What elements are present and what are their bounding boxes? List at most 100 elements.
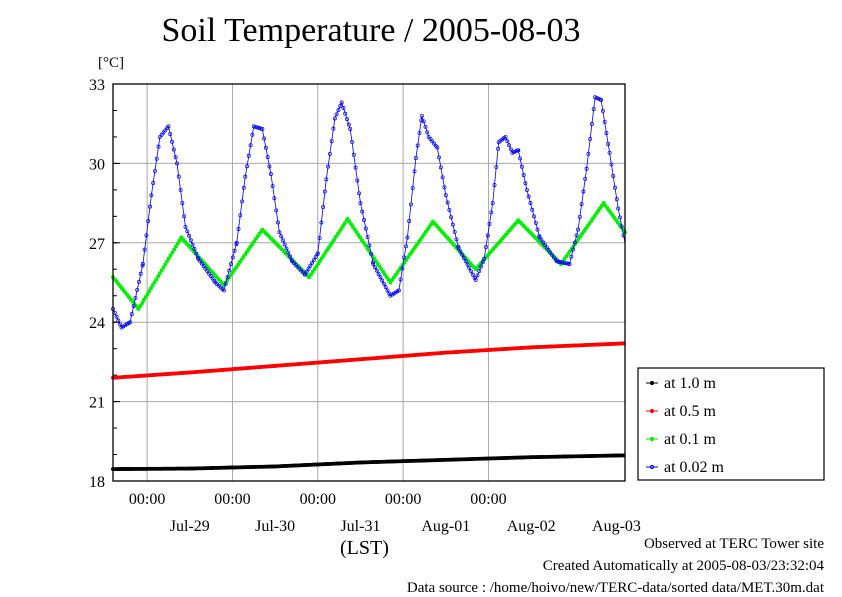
data-point bbox=[316, 261, 321, 266]
data-point bbox=[205, 269, 210, 274]
data-point bbox=[207, 271, 211, 276]
data-point bbox=[576, 227, 581, 232]
data-point bbox=[370, 260, 375, 265]
data-point bbox=[479, 264, 483, 269]
data-point bbox=[574, 233, 579, 238]
data-point bbox=[503, 134, 508, 139]
data-point bbox=[407, 219, 412, 223]
data-point bbox=[154, 277, 159, 282]
legend-label: at 0.5 m bbox=[664, 403, 717, 420]
data-point bbox=[427, 224, 432, 229]
y-tick-label: 18 bbox=[89, 474, 105, 491]
data-point bbox=[578, 234, 583, 239]
data-point bbox=[420, 234, 425, 239]
legend-item: at 0.02 m bbox=[646, 459, 725, 476]
data-point bbox=[528, 201, 533, 206]
data-point bbox=[234, 240, 239, 245]
data-point bbox=[618, 215, 622, 220]
data-point bbox=[148, 204, 152, 209]
data-point bbox=[288, 254, 293, 259]
data-point bbox=[619, 224, 624, 229]
data-point bbox=[255, 125, 260, 130]
data-point bbox=[317, 235, 322, 240]
data-point bbox=[343, 111, 348, 116]
data-point bbox=[470, 272, 475, 277]
data-point bbox=[480, 260, 485, 265]
y-tick-label: 30 bbox=[89, 156, 105, 173]
data-point bbox=[361, 240, 366, 245]
data-point bbox=[223, 281, 228, 286]
data-point bbox=[584, 166, 589, 171]
data-point bbox=[383, 272, 387, 277]
data-point bbox=[166, 124, 171, 129]
data-point bbox=[606, 142, 611, 146]
data-point bbox=[156, 274, 161, 279]
data-point bbox=[592, 213, 597, 218]
data-point bbox=[146, 219, 151, 223]
data-point bbox=[463, 259, 468, 264]
data-point bbox=[152, 280, 157, 285]
data-point bbox=[450, 222, 455, 227]
data-point bbox=[319, 220, 324, 225]
data-point bbox=[308, 263, 313, 268]
data-point bbox=[329, 139, 334, 144]
data-point bbox=[332, 116, 337, 121]
data-point bbox=[425, 130, 430, 135]
data-point bbox=[243, 174, 248, 179]
data-point bbox=[594, 96, 599, 100]
data-point bbox=[198, 259, 203, 264]
data-point bbox=[458, 249, 463, 254]
data-point bbox=[484, 245, 488, 250]
data-point bbox=[257, 231, 262, 236]
footer-site: Observed at TERC Tower site bbox=[643, 536, 824, 552]
data-point bbox=[583, 226, 588, 231]
data-point bbox=[187, 233, 192, 238]
x-tick-label-time: 00:00 bbox=[470, 491, 506, 508]
data-point bbox=[388, 280, 393, 285]
data-point bbox=[357, 191, 362, 196]
data-point bbox=[378, 275, 383, 280]
data-point bbox=[137, 279, 141, 284]
data-point bbox=[356, 232, 361, 237]
data-point bbox=[602, 119, 607, 124]
data-point bbox=[526, 194, 531, 199]
data-point bbox=[203, 266, 208, 271]
data-point bbox=[390, 278, 395, 282]
data-point bbox=[338, 104, 343, 108]
legend-box bbox=[637, 367, 825, 481]
data-point bbox=[611, 174, 616, 178]
data-point bbox=[505, 139, 510, 144]
data-point bbox=[588, 136, 593, 141]
data-point bbox=[440, 175, 445, 180]
data-point bbox=[243, 252, 248, 257]
legend-item: at 1.0 m bbox=[646, 375, 717, 392]
data-point bbox=[548, 250, 553, 255]
data-point bbox=[411, 247, 416, 252]
data-point bbox=[350, 139, 354, 144]
data-point bbox=[551, 255, 556, 260]
x-tick-label-date: Jul-29 bbox=[170, 518, 210, 535]
data-point bbox=[324, 177, 329, 182]
data-point bbox=[170, 250, 175, 255]
data-point bbox=[346, 122, 351, 127]
data-point bbox=[248, 143, 253, 148]
data-point bbox=[246, 247, 251, 252]
data-point bbox=[175, 241, 180, 246]
data-point bbox=[437, 155, 441, 160]
data-point bbox=[591, 107, 596, 112]
data-point bbox=[282, 242, 287, 247]
data-point bbox=[165, 259, 169, 264]
data-point bbox=[325, 248, 329, 253]
data-point bbox=[461, 256, 466, 260]
data-point bbox=[465, 262, 470, 267]
data-point bbox=[373, 265, 377, 270]
data-point bbox=[114, 314, 119, 319]
data-point bbox=[402, 255, 407, 260]
y-tick-label: 21 bbox=[89, 395, 105, 412]
data-point bbox=[407, 252, 412, 257]
data-point bbox=[232, 248, 237, 253]
data-point bbox=[589, 218, 594, 223]
series-line bbox=[112, 96, 626, 329]
data-point bbox=[304, 269, 309, 274]
data-point bbox=[452, 229, 457, 234]
